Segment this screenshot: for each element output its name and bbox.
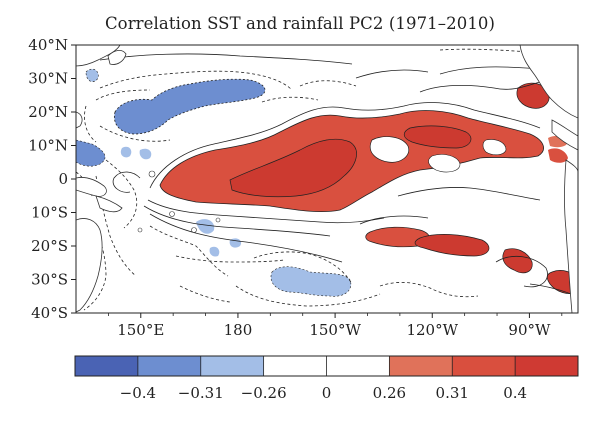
neg-region-small-1: [120, 146, 132, 158]
colorbar-label: 0.4: [503, 384, 527, 402]
lat-tick-label: 10°N: [28, 137, 68, 155]
colorbar: −0.4 −0.31 −0.26 0 0.26 0.31 0.4: [74, 355, 579, 402]
colorbar-bin: [452, 356, 516, 376]
land-australia: [76, 218, 103, 313]
colorbar-bin: [137, 356, 201, 376]
islands: [137, 170, 221, 233]
colorbar-bin: [515, 356, 578, 376]
colorbar-label: −0.26: [241, 384, 287, 402]
lat-tick-label: 30°S: [31, 271, 68, 289]
lat-tick-label: 10°S: [31, 204, 68, 222]
colorbar-label: −0.4: [120, 384, 156, 402]
neg-region-small-2: [139, 148, 152, 160]
pos-hole-1: [369, 136, 410, 163]
colorbar-bin: [326, 356, 390, 376]
neg-region-s-pacific: [270, 266, 352, 297]
colorbar-label: 0.31: [436, 384, 469, 402]
map-area: [76, 45, 578, 313]
negative-correlation-regions: [76, 68, 352, 297]
latitude-axis: 40°N 30°N 20°N 10°N 0 10°S 20°S 30°S 40°S: [28, 36, 76, 322]
pos-region-south-band-2: [414, 234, 490, 257]
colorbar-bin: [263, 356, 327, 376]
land-east-asia: [76, 45, 121, 67]
colorbar-bin: [75, 356, 138, 376]
land-indonesia: [76, 177, 107, 197]
pos-region-se-1: [502, 248, 533, 274]
lon-tick-label: 90°W: [508, 321, 551, 339]
neg-region-nw-pacific: [113, 78, 266, 135]
lat-tick-label: 20°N: [28, 103, 68, 121]
colorbar-label: −0.31: [178, 384, 224, 402]
chart-title: Correlation SST and rainfall PC2 (1971–2…: [104, 14, 496, 33]
lat-tick-label: 0: [58, 170, 68, 188]
negative-contours: [76, 48, 531, 311]
pos-hole-2: [428, 154, 461, 173]
lon-tick-label: 150°W: [309, 321, 361, 339]
lat-tick-label: 40°S: [31, 304, 68, 322]
land-masses: [76, 45, 578, 313]
land-japan: [107, 50, 127, 65]
land-new-guinea: [95, 195, 123, 213]
lat-tick-label: 20°S: [31, 237, 68, 255]
pos-hole-3: [482, 139, 507, 156]
land-central-america: [551, 119, 578, 151]
land-philippines: [76, 111, 83, 129]
neg-region-west-equator: [76, 139, 106, 167]
colorbar-label: 0.26: [373, 384, 406, 402]
lon-tick-label: 120°W: [406, 321, 458, 339]
longitude-axis: 150°E 180 150°W 120°W 90°W: [107, 313, 563, 339]
neg-region-small-nw: [85, 68, 99, 82]
colorbar-label: 0: [322, 384, 332, 402]
lat-tick-label: 30°N: [28, 70, 68, 88]
pos-core-central: [229, 138, 357, 198]
lon-tick-label: 150°E: [117, 321, 164, 339]
lon-tick-label: 180: [224, 321, 253, 339]
positive-contours: [99, 53, 577, 297]
pos-region-e-equator-small: [548, 148, 568, 163]
colorbar-bin: [200, 356, 264, 376]
pos-core-east: [403, 125, 472, 149]
lat-tick-label: 40°N: [28, 36, 68, 54]
colorbar-bin: [389, 356, 453, 376]
neg-region-s-small: [209, 246, 220, 257]
neg-region-sw-pacific: [196, 219, 215, 234]
land-south-america: [564, 159, 578, 313]
land-north-america: [519, 45, 578, 119]
